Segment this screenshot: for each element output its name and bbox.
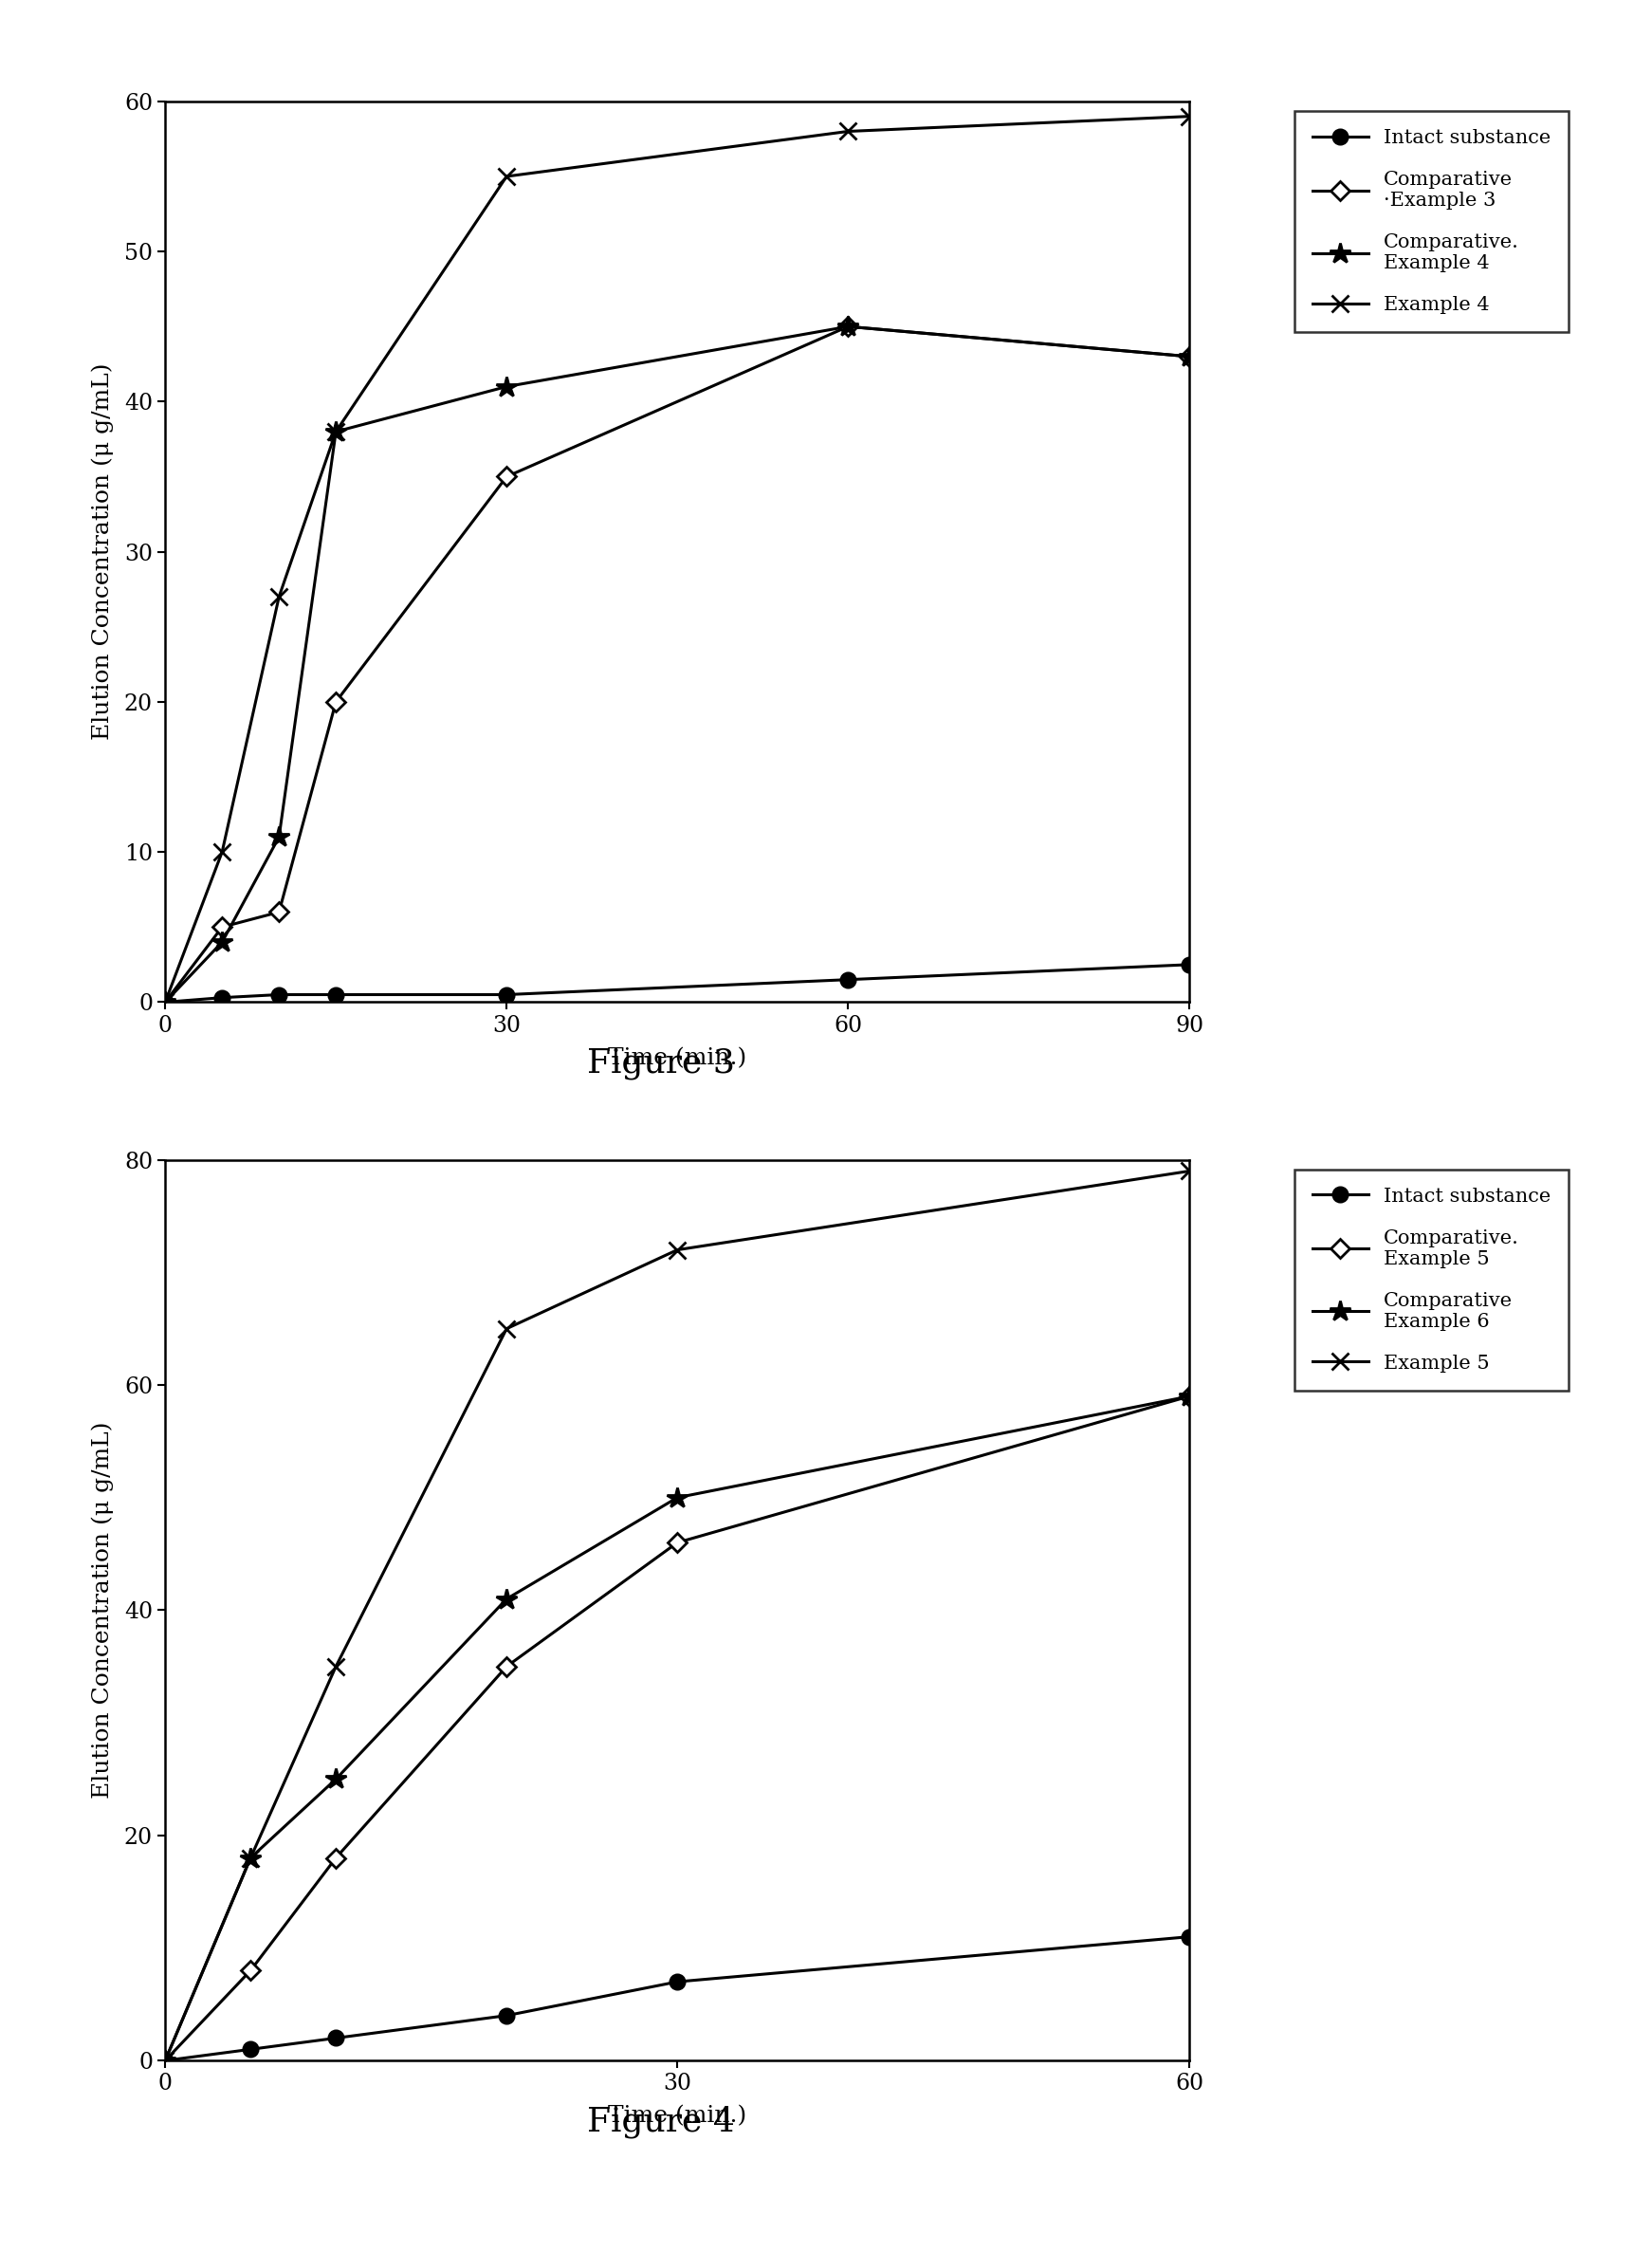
Comparative.
Example 4 [838,313,857,340]
Intact substance [325,2025,345,2052]
Example 4 [211,838,231,865]
Example 5 [667,1236,687,1263]
Intact substance [155,2047,175,2074]
Example 5 [325,1653,345,1680]
Intact substance [667,1968,687,1995]
Comparative.
Example 4 [325,419,345,446]
Line: Example 5: Example 5 [157,1162,1198,2070]
Comparative
·Example 3 [497,464,517,491]
Comparative.
Example 5 [497,1653,517,1680]
Intact substance [211,984,231,1011]
Text: Figure 3: Figure 3 [586,1047,735,1079]
Comparative
Example 6 [325,1766,345,1793]
Example 4 [838,117,857,144]
X-axis label: Time (min.): Time (min.) [608,2106,747,2128]
Line: Example 4: Example 4 [157,108,1198,1011]
Intact substance [241,2036,261,2063]
Example 4 [155,989,175,1016]
Intact substance [1180,1923,1199,1950]
Text: Figure 4: Figure 4 [586,2106,735,2137]
Comparative
Example 6 [497,1585,517,1612]
Example 4 [269,583,289,610]
Intact substance [269,982,289,1009]
Line: Comparative.
Example 5: Comparative. Example 5 [159,1389,1196,2067]
Y-axis label: Elution Concentration (μ g/mL): Elution Concentration (μ g/mL) [91,1421,114,1799]
Comparative.
Example 4 [211,928,231,955]
Comparative
Example 6 [667,1484,687,1511]
Comparative.
Example 5 [1180,1383,1199,1410]
Comparative.
Example 5 [241,1957,261,1984]
Example 5 [497,1315,517,1342]
Legend: Intact substance, Comparative.
Example 5, Comparative
Example 6, Example 5: Intact substance, Comparative. Example 5… [1295,1169,1569,1389]
Comparative.
Example 4 [1180,342,1199,369]
Comparative
Example 6 [155,2047,175,2074]
Example 5 [241,1844,261,1871]
Intact substance [497,2002,517,2029]
Comparative
·Example 3 [1180,342,1199,369]
Example 4 [1180,104,1199,131]
X-axis label: Time (min.): Time (min.) [608,1047,747,1070]
Line: Intact substance: Intact substance [159,1930,1196,2067]
Y-axis label: Elution Concentration (μ g/mL): Elution Concentration (μ g/mL) [91,363,114,741]
Comparative.
Example 5 [155,2047,175,2074]
Comparative
Example 6 [1180,1383,1199,1410]
Legend: Intact substance, Comparative
·Example 3, Comparative.
Example 4, Example 4: Intact substance, Comparative ·Example 3… [1295,110,1569,331]
Example 4 [325,419,345,446]
Comparative
·Example 3 [269,899,289,926]
Line: Comparative.
Example 4: Comparative. Example 4 [155,315,1199,1013]
Example 5 [155,2047,175,2074]
Comparative
Example 6 [241,1844,261,1871]
Intact substance [497,982,517,1009]
Intact substance [1180,950,1199,977]
Line: Intact substance: Intact substance [159,957,1196,1009]
Comparative.
Example 5 [325,1844,345,1871]
Comparative
·Example 3 [155,989,175,1016]
Comparative
·Example 3 [838,313,857,340]
Intact substance [838,966,857,993]
Line: Comparative
·Example 3: Comparative ·Example 3 [159,320,1196,1009]
Intact substance [155,989,175,1016]
Comparative.
Example 4 [155,989,175,1016]
Comparative
·Example 3 [325,689,345,716]
Comparative
·Example 3 [211,914,231,941]
Comparative.
Example 4 [269,824,289,851]
Comparative.
Example 5 [667,1529,687,1556]
Example 4 [497,162,517,189]
Intact substance [325,982,345,1009]
Comparative.
Example 4 [497,374,517,401]
Line: Comparative
Example 6: Comparative Example 6 [155,1385,1199,2072]
Example 5 [1180,1158,1199,1185]
